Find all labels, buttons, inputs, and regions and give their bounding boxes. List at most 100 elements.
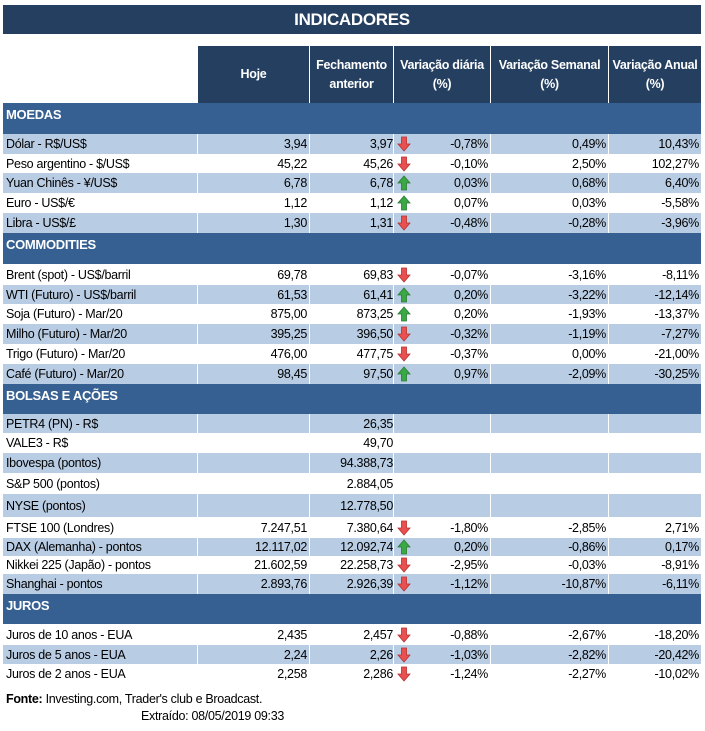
value-variacao-anual: -6,11%	[608, 574, 701, 594]
value-fechamento: 2.884,05	[309, 473, 394, 494]
row-label: Libra - US$/£	[6, 216, 76, 230]
row-label: S&P 500 (pontos)	[6, 476, 100, 491]
arrow-down-icon	[397, 215, 411, 231]
value-fechamento: 873,25	[309, 304, 411, 324]
value-variacao-diaria: 0,20%	[454, 307, 488, 321]
value-fechamento-text: 97,50	[363, 367, 393, 381]
table-row: S&P 500 (pontos) 2.884,05	[3, 473, 701, 494]
value-hoje: 1,12	[283, 196, 307, 210]
value-variacao-semanal: -2,27%	[568, 667, 606, 681]
value-fechamento: 477,75	[309, 344, 411, 364]
value-fechamento-text: 26,35	[363, 416, 393, 431]
value-fechamento: 61,41	[309, 285, 411, 304]
value-fechamento-text: 49,70	[363, 436, 393, 450]
value-fechamento: 22.258,73	[309, 556, 411, 574]
header-variacao-semanal: Variação Semanal (%)	[490, 46, 608, 103]
value-variacao-semanal: -0,86%	[490, 538, 608, 556]
value-hoje: 875,00	[270, 307, 308, 321]
value-hoje: 45,22	[277, 156, 307, 171]
value-fechamento-text: 61,41	[363, 287, 393, 302]
value-variacao-semanal: -2,67%	[568, 627, 606, 642]
value-variacao-diaria: -1,24%	[450, 667, 488, 681]
value-fechamento-text: 396,50	[356, 327, 394, 341]
table-row: Libra - US$/£ 1,30 1,31 -0,48% -0,28% -3,96%	[3, 213, 701, 233]
value-hoje: 2,435	[277, 627, 307, 642]
table-row: Yuan Chinês - ¥/US$ 6,78 6,78 0,03% 0,68% 6,4…	[3, 173, 701, 193]
value-variacao-anual: -10,02%	[654, 667, 700, 681]
value-fechamento-text: 69,83	[363, 267, 393, 282]
table-row: NYSE (pontos) 12.778,50	[3, 494, 701, 517]
value-variacao-diaria: -0,48%	[393, 213, 490, 233]
value-variacao-diaria	[393, 433, 490, 453]
value-hoje: 3,94	[197, 134, 309, 154]
value-variacao-diaria: 0,97%	[393, 364, 490, 384]
value-variacao-semanal: -2,85%	[568, 520, 606, 535]
arrow-up-icon	[397, 539, 411, 555]
row-label: Café (Futuro) - Mar/20	[6, 367, 124, 381]
value-variacao-diaria: 0,20%	[393, 285, 490, 304]
value-fechamento-text: 6,78	[369, 176, 393, 190]
value-fechamento: 2.926,39	[309, 574, 411, 594]
table-row: Nikkei 225 (Japão) - pontos 21.602,59 22.2…	[3, 556, 701, 574]
value-fechamento: 7.380,64	[309, 517, 411, 538]
value-fechamento: 6,78	[309, 173, 411, 193]
row-label: Nikkei 225 (Japão) - pontos	[6, 558, 151, 572]
value-variacao-diaria: -0,32%	[393, 324, 490, 344]
table-row: WTI (Futuro) - US$/barril 61,53 61,41 0,20%…	[3, 285, 701, 304]
value-variacao-diaria	[393, 494, 490, 517]
value-variacao-anual	[608, 473, 701, 494]
value-variacao-diaria: -0,78%	[393, 134, 490, 154]
value-variacao-anual	[608, 414, 701, 433]
value-variacao-semanal: -0,28%	[490, 213, 608, 233]
row-label: Brent (spot) - US$/barril	[6, 267, 131, 282]
section-header: MOEDAS	[3, 103, 701, 134]
value-variacao-semanal: -1,19%	[490, 324, 608, 344]
row-label: FTSE 100 (Londres)	[6, 520, 114, 535]
arrow-down-icon	[397, 520, 411, 536]
table-row: Peso argentino - $/US$ 45,22 45,26 -0,10% 2,…	[3, 154, 701, 173]
table-row: Soja (Futuro) - Mar/20 875,00 873,25 0,20% -…	[3, 304, 701, 324]
table-row: Trigo (Futuro) - Mar/20 476,00 477,75 -0,37…	[3, 344, 701, 364]
value-hoje	[197, 414, 309, 433]
row-label: Euro - US$/€	[6, 196, 75, 210]
value-variacao-anual: -18,20%	[654, 627, 700, 642]
source-text: Investing.com, Trader's club e Broadcast…	[42, 692, 263, 706]
value-variacao-diaria: -0,37%	[450, 347, 488, 361]
value-fechamento-text: 1,31	[369, 216, 393, 230]
value-variacao-anual: 6,40%	[608, 173, 701, 193]
section-header: JUROS	[3, 594, 701, 624]
table-row: Dólar - R$/US$ 3,94 3,97 -0,78% 0,49% 10,43%	[3, 134, 701, 154]
table-row: VALE3 - R$ 49,70	[3, 433, 701, 453]
table-row: Brent (spot) - US$/barril 69,78 69,83 -0,07…	[3, 264, 701, 285]
value-hoje: 6,78	[197, 173, 309, 193]
table-row: Milho (Futuro) - Mar/20 395,25 396,50 -0,32…	[3, 324, 701, 344]
value-hoje	[197, 433, 309, 453]
value-hoje	[197, 453, 309, 473]
value-variacao-semanal: -0,03%	[568, 558, 606, 572]
value-hoje: 476,00	[270, 347, 308, 361]
arrow-down-icon	[397, 627, 411, 643]
value-fechamento-text: 2.884,05	[346, 476, 394, 491]
value-variacao-semanal: 0,03%	[572, 196, 606, 210]
value-fechamento: 2,26	[309, 645, 411, 664]
value-hoje: 1,30	[197, 213, 309, 233]
value-fechamento: 94.388,73	[309, 453, 393, 473]
value-fechamento: 1,12	[309, 193, 411, 213]
arrow-down-icon	[397, 557, 411, 573]
value-fechamento: 45,26	[309, 154, 411, 173]
value-variacao-diaria: 0,03%	[393, 173, 490, 193]
row-label: Trigo (Futuro) - Mar/20	[6, 347, 126, 361]
value-variacao-semanal	[490, 473, 608, 494]
value-fechamento-text: 873,25	[356, 307, 394, 321]
row-label: Yuan Chinês - ¥/US$	[6, 176, 118, 190]
arrow-down-icon	[397, 136, 411, 152]
value-variacao-anual: -3,96%	[608, 213, 701, 233]
arrow-up-icon	[397, 306, 411, 322]
value-fechamento-text: 3,97	[369, 137, 393, 151]
value-variacao-anual: -21,00%	[654, 347, 700, 361]
table-row: Café (Futuro) - Mar/20 98,45 97,50 0,97% -2,…	[3, 364, 701, 384]
extracted-timestamp: Extraído: 08/05/2019 09:33	[141, 709, 285, 723]
header-fechamento: Fechamento anterior	[309, 46, 393, 103]
arrow-down-icon	[397, 346, 411, 362]
value-fechamento-text: 1,12	[369, 196, 393, 210]
